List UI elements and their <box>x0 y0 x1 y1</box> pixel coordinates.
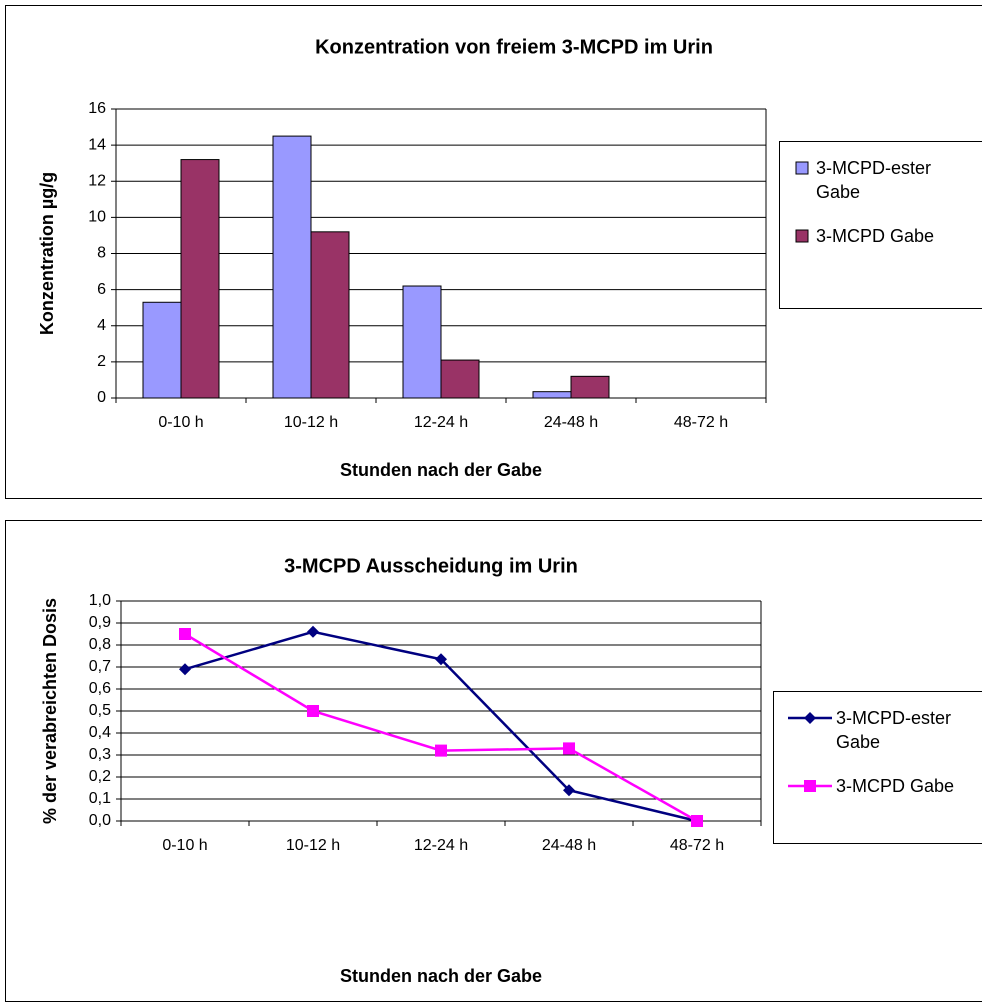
y-tick-label: 0,5 <box>89 702 111 719</box>
chart-frame: 3-MCPD Ausscheidung im Urin Stunden nach … <box>5 520 982 1002</box>
legend-item: 3-MCPD-ester Gabe <box>794 156 982 204</box>
legend-item: 3-MCPD Gabe <box>788 774 982 798</box>
y-tick-label: 16 <box>88 100 106 117</box>
x-tick-label: 12-24 h <box>414 414 468 431</box>
y-tick-label: 0,1 <box>89 790 111 807</box>
bar <box>570 375 610 399</box>
chart-frame: Konzentration von freiem 3-MCPD im Urin S… <box>5 5 982 499</box>
legend-label: 3-MCPD Gabe <box>816 226 935 246</box>
y-tick-label: 0,9 <box>89 614 111 631</box>
x-tick-label: 24-48 h <box>544 414 598 431</box>
marker <box>804 780 816 792</box>
legend-swatch <box>788 712 832 724</box>
x-tick-label: 0-10 h <box>158 414 203 431</box>
bar <box>402 285 442 399</box>
y-tick-label: 10 <box>88 209 106 226</box>
legend-label: 3-MCPD-ester Gabe <box>836 708 952 752</box>
y-tick-label: 2 <box>97 353 106 370</box>
legend-label: 3-MCPD Gabe <box>836 776 955 796</box>
marker <box>691 815 703 827</box>
marker <box>307 625 319 638</box>
bar <box>440 359 480 399</box>
x-axis-label: Stunden nach der Gabe <box>340 966 542 986</box>
marker <box>435 653 447 666</box>
marker <box>435 744 447 757</box>
swatch <box>795 161 809 175</box>
marker <box>307 705 319 717</box>
y-tick-label: 6 <box>97 281 106 298</box>
y-tick-label: 12 <box>88 172 106 189</box>
y-tick-label: 4 <box>97 317 106 334</box>
bar <box>532 391 572 399</box>
y-tick-label: 0,2 <box>89 768 111 785</box>
marker <box>563 784 575 797</box>
legend-swatch <box>795 229 809 243</box>
y-tick-label: 1,0 <box>89 592 111 609</box>
x-tick-label: 10-12 h <box>286 837 340 854</box>
bar <box>180 159 220 399</box>
y-axis-label: % der verabreichten Dosis <box>40 598 60 824</box>
bar <box>310 231 350 399</box>
y-tick-label: 0,6 <box>89 680 111 697</box>
x-tick-label: 48-72 h <box>670 837 724 854</box>
x-axis-label: Stunden nach der Gabe <box>340 460 542 480</box>
marker <box>804 712 816 724</box>
y-tick-label: 0,8 <box>89 636 111 653</box>
chart: 3-MCPD Ausscheidung im Urin Stunden nach … <box>40 555 762 986</box>
swatch <box>795 229 809 243</box>
chart: Konzentration von freiem 3-MCPD im Urin S… <box>37 36 767 480</box>
y-tick-label: 0,7 <box>89 658 111 675</box>
x-tick-label: 10-12 h <box>284 414 338 431</box>
legend-label: 3-MCPD-ester Gabe <box>816 158 932 202</box>
y-tick-label: 8 <box>97 245 106 262</box>
y-axis-label: Konzentration µg/g <box>37 172 57 335</box>
x-tick-label: 48-72 h <box>674 414 728 431</box>
marker <box>563 742 575 755</box>
legend: 3-MCPD-ester Gabe 3-MCPD Gabe <box>773 691 982 844</box>
legend-item: 3-MCPD-ester Gabe <box>788 706 982 754</box>
y-tick-label: 0,3 <box>89 746 111 763</box>
legend-swatch <box>795 161 809 175</box>
legend-item: 3-MCPD Gabe <box>794 224 982 248</box>
y-tick-label: 0,4 <box>89 724 111 741</box>
y-tick-label: 0 <box>97 389 106 406</box>
y-tick-label: 14 <box>88 136 106 153</box>
legend-swatch <box>788 780 832 792</box>
chart-title: Konzentration von freiem 3-MCPD im Urin <box>315 36 713 58</box>
x-tick-label: 24-48 h <box>542 837 596 854</box>
marker <box>179 663 191 676</box>
x-tick-label: 0-10 h <box>162 837 207 854</box>
bar <box>142 301 182 399</box>
chart-title: 3-MCPD Ausscheidung im Urin <box>284 555 578 577</box>
bar <box>272 135 312 399</box>
y-tick-label: 0,0 <box>89 812 111 829</box>
marker <box>179 628 191 640</box>
legend: 3-MCPD-ester Gabe 3-MCPD Gabe <box>779 141 982 309</box>
x-tick-label: 12-24 h <box>414 837 468 854</box>
